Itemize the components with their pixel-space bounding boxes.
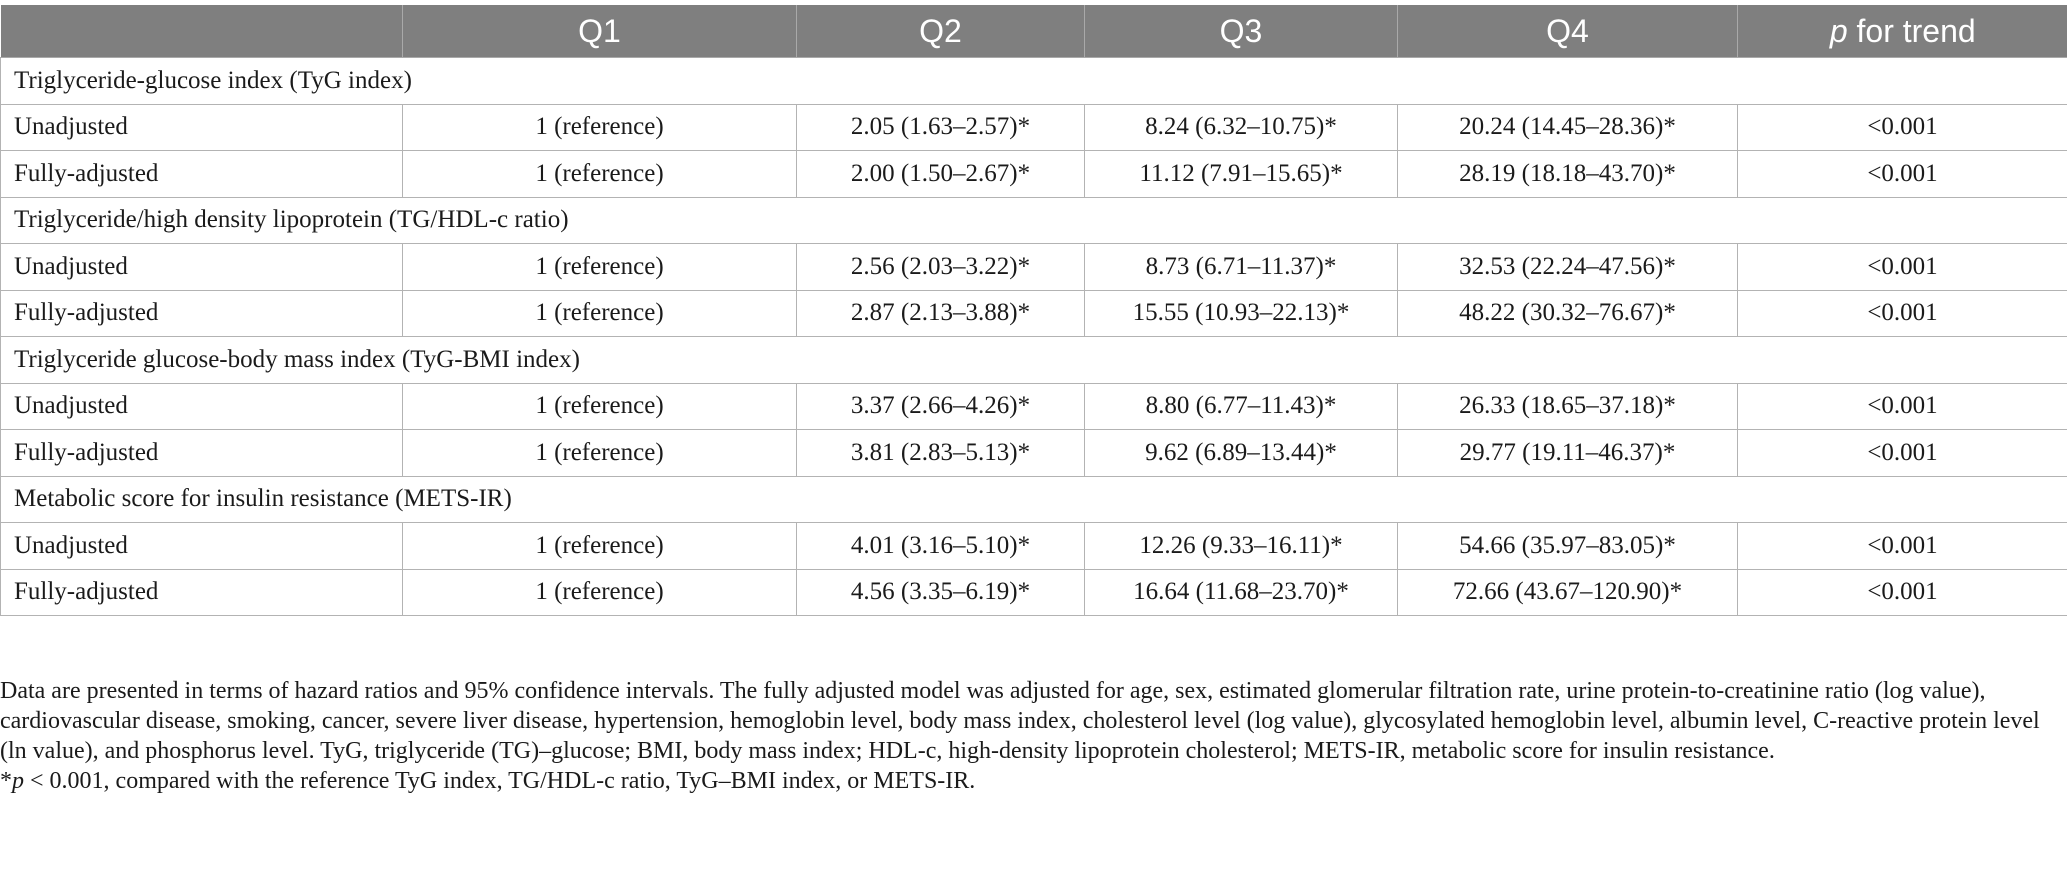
group-title: Metabolic score for insulin resistance (… bbox=[0, 475, 2067, 523]
cell-q3: 15.55 (10.93–22.13)* bbox=[1084, 289, 1398, 337]
header-row: Q1 Q2 Q3 Q4 p for trend bbox=[0, 5, 2067, 58]
cell-p: <0.001 bbox=[1737, 289, 2067, 337]
cell-q1: 1 (reference) bbox=[402, 289, 797, 337]
footnote-p-symbol: p bbox=[12, 768, 24, 794]
row-label: Fully-adjusted bbox=[0, 568, 403, 616]
cell-q2: 2.00 (1.50–2.67)* bbox=[796, 150, 1085, 198]
notes-footnote: *p < 0.001, compared with the reference … bbox=[0, 766, 2060, 796]
cell-q2: 4.56 (3.35–6.19)* bbox=[796, 568, 1085, 616]
row-label: Unadjusted bbox=[0, 522, 403, 570]
table-row: Fully-adjusted 1 (reference) 4.56 (3.35–6.… bbox=[0, 568, 2067, 616]
row-label: Fully-adjusted bbox=[0, 150, 403, 198]
header-q4: Q4 bbox=[1397, 5, 1738, 58]
header-q3: Q3 bbox=[1084, 5, 1398, 58]
table-header: Q1 Q2 Q3 Q4 p for trend bbox=[0, 5, 2067, 58]
table-row: Fully-adjusted 1 (reference) 3.81 (2.83–5.… bbox=[0, 429, 2067, 477]
table-row: Fully-adjusted 1 (reference) 2.87 (2.13–3.… bbox=[0, 289, 2067, 337]
footnote-text: < 0.001, compared with the reference TyG… bbox=[24, 768, 976, 794]
cell-q3: 8.73 (6.71–11.37)* bbox=[1084, 243, 1398, 291]
cell-q1: 1 (reference) bbox=[402, 103, 797, 151]
cell-q4: 26.33 (18.65–37.18)* bbox=[1397, 382, 1738, 430]
header-q1: Q1 bbox=[402, 5, 797, 58]
cell-p: <0.001 bbox=[1737, 150, 2067, 198]
notes-paragraph: Data are presented in terms of hazard ra… bbox=[0, 678, 2040, 764]
cell-p: <0.001 bbox=[1737, 429, 2067, 477]
group-title: Triglyceride-glucose index (TyG index) bbox=[0, 57, 2067, 105]
cell-q2: 3.81 (2.83–5.13)* bbox=[796, 429, 1085, 477]
cell-q1: 1 (reference) bbox=[402, 382, 797, 430]
group-title: Triglyceride glucose-body mass index (Ty… bbox=[0, 336, 2067, 384]
cell-p: <0.001 bbox=[1737, 522, 2067, 570]
cell-q1: 1 (reference) bbox=[402, 568, 797, 616]
cell-q4: 54.66 (35.97–83.05)* bbox=[1397, 522, 1738, 570]
cell-q1: 1 (reference) bbox=[402, 429, 797, 477]
cell-q2: 2.56 (2.03–3.22)* bbox=[796, 243, 1085, 291]
cell-q4: 29.77 (19.11–46.37)* bbox=[1397, 429, 1738, 477]
cell-q4: 48.22 (30.32–76.67)* bbox=[1397, 289, 1738, 337]
cell-q4: 72.66 (43.67–120.90)* bbox=[1397, 568, 1738, 616]
cell-p: <0.001 bbox=[1737, 382, 2067, 430]
header-q2: Q2 bbox=[796, 5, 1085, 58]
cell-p: <0.001 bbox=[1737, 103, 2067, 151]
cell-q1: 1 (reference) bbox=[402, 522, 797, 570]
cell-q3: 8.24 (6.32–10.75)* bbox=[1084, 103, 1398, 151]
footnote-star: * bbox=[0, 768, 12, 794]
cell-q2: 3.37 (2.66–4.26)* bbox=[796, 382, 1085, 430]
group-header-row: Triglyceride-glucose index (TyG index) bbox=[0, 57, 2067, 105]
table-body: Triglyceride-glucose index (TyG index) Un… bbox=[0, 57, 2067, 616]
table-row: Unadjusted 1 (reference) 4.01 (3.16–5.10)*… bbox=[0, 522, 2067, 570]
header-p-text: for trend bbox=[1847, 12, 1976, 49]
table-row: Fully-adjusted 1 (reference) 2.00 (1.50–2.… bbox=[0, 150, 2067, 198]
cell-q2: 2.87 (2.13–3.88)* bbox=[796, 289, 1085, 337]
cell-q4: 32.53 (22.24–47.56)* bbox=[1397, 243, 1738, 291]
table-row: Unadjusted 1 (reference) 2.56 (2.03–3.22)*… bbox=[0, 243, 2067, 291]
group-title: Triglyceride/high density lipoprotein (T… bbox=[0, 196, 2067, 244]
table-row: Unadjusted 1 (reference) 3.37 (2.66–4.26)*… bbox=[0, 382, 2067, 430]
cell-p: <0.001 bbox=[1737, 568, 2067, 616]
header-p-symbol: p bbox=[1829, 12, 1848, 49]
group-header-row: Triglyceride glucose-body mass index (Ty… bbox=[0, 336, 2067, 384]
hazard-ratio-table: Q1 Q2 Q3 Q4 p for trend Triglyceride-glu… bbox=[0, 5, 2067, 616]
cell-q3: 11.12 (7.91–15.65)* bbox=[1084, 150, 1398, 198]
cell-q2: 4.01 (3.16–5.10)* bbox=[796, 522, 1085, 570]
cell-p: <0.001 bbox=[1737, 243, 2067, 291]
cell-q3: 12.26 (9.33–16.11)* bbox=[1084, 522, 1398, 570]
header-p-for-trend: p for trend bbox=[1737, 5, 2067, 58]
row-label: Unadjusted bbox=[0, 382, 403, 430]
header-empty-cell bbox=[0, 5, 403, 58]
table-notes: Data are presented in terms of hazard ra… bbox=[0, 676, 2060, 796]
cell-q1: 1 (reference) bbox=[402, 243, 797, 291]
group-header-row: Metabolic score for insulin resistance (… bbox=[0, 475, 2067, 523]
cell-q4: 28.19 (18.18–43.70)* bbox=[1397, 150, 1738, 198]
cell-q3: 9.62 (6.89–13.44)* bbox=[1084, 429, 1398, 477]
group-header-row: Triglyceride/high density lipoprotein (T… bbox=[0, 196, 2067, 244]
cell-q4: 20.24 (14.45–28.36)* bbox=[1397, 103, 1738, 151]
hazard-ratio-table-container: Q1 Q2 Q3 Q4 p for trend Triglyceride-glu… bbox=[0, 5, 2067, 616]
row-label: Unadjusted bbox=[0, 243, 403, 291]
cell-q3: 16.64 (11.68–23.70)* bbox=[1084, 568, 1398, 616]
row-label: Fully-adjusted bbox=[0, 289, 403, 337]
cell-q1: 1 (reference) bbox=[402, 150, 797, 198]
cell-q3: 8.80 (6.77–11.43)* bbox=[1084, 382, 1398, 430]
row-label: Fully-adjusted bbox=[0, 429, 403, 477]
table-row: Unadjusted 1 (reference) 2.05 (1.63–2.57)*… bbox=[0, 103, 2067, 151]
row-label: Unadjusted bbox=[0, 103, 403, 151]
cell-q2: 2.05 (1.63–2.57)* bbox=[796, 103, 1085, 151]
